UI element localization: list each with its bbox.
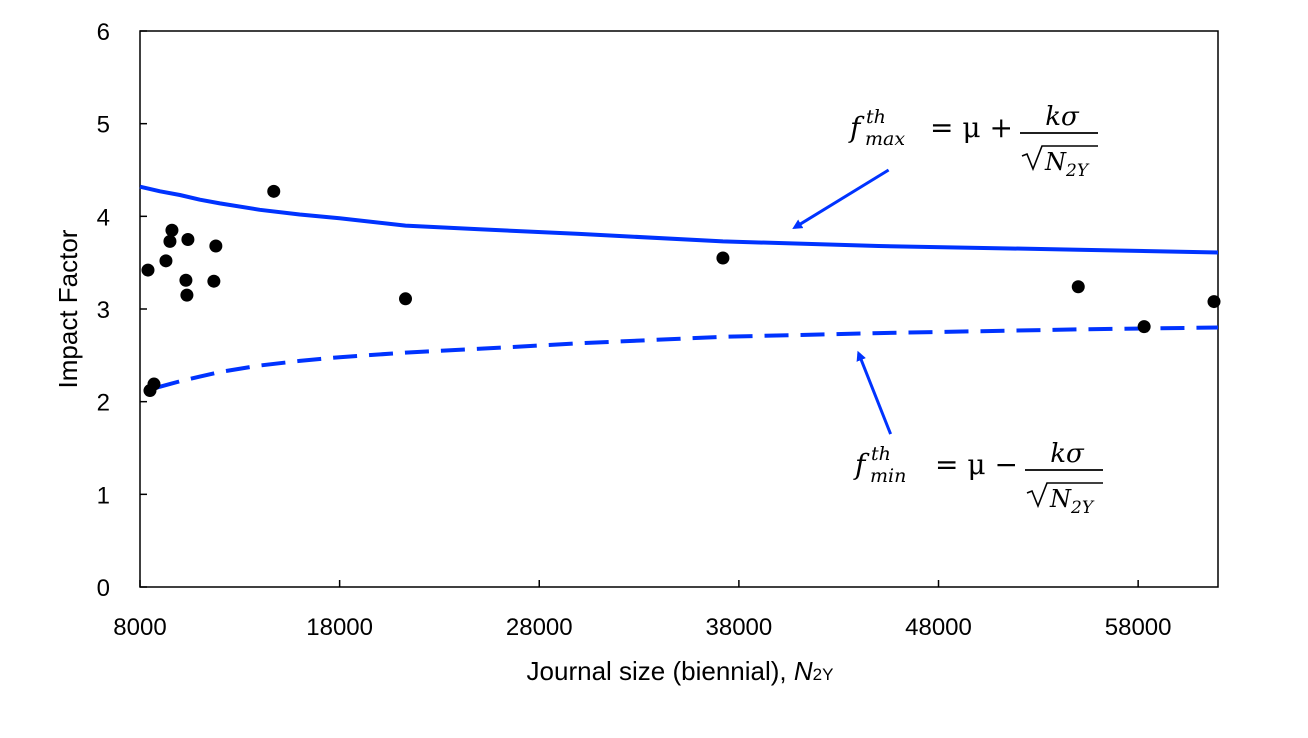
x-tick-label: 38000: [706, 614, 773, 641]
y-axis: 0 1 2 3 4 5 6: [97, 19, 147, 602]
y-tick-label: 5: [97, 112, 110, 139]
data-point: [180, 288, 194, 302]
fmax-threshold-line: [139, 184, 1219, 255]
annotation-arrow-max: [792, 168, 890, 230]
formula-den-var: N: [1044, 148, 1067, 176]
x-axis-title-var: N: [794, 656, 813, 686]
x-axis-title: Journal size (biennial), N2Y: [527, 656, 834, 686]
formula-f: f: [853, 448, 870, 481]
data-point: [165, 223, 179, 237]
data-point: [147, 377, 161, 391]
formula-eq: = μ +: [930, 111, 1013, 144]
fmin-threshold-line: [155, 325, 1219, 390]
data-point: [207, 274, 221, 288]
formula-sup: th: [871, 443, 891, 465]
data-point: [159, 254, 173, 268]
y-tick-label: 0: [97, 575, 110, 602]
formula-numerator: kσ: [1045, 102, 1080, 132]
formula-sub: min: [870, 465, 906, 487]
data-point: [267, 184, 281, 198]
formula-sub: max: [865, 128, 905, 150]
formula-numerator: kσ: [1050, 439, 1085, 469]
data-point: [181, 233, 195, 246]
formula-den-sub: 2Y: [1065, 161, 1090, 181]
formula-eq: = μ −: [935, 448, 1018, 481]
x-axis: 8000 18000 28000 38000 48000 58000: [113, 580, 1172, 641]
y-tick-label: 3: [97, 297, 110, 324]
formula-den-var: N: [1049, 485, 1072, 513]
data-point: [716, 251, 730, 265]
data-points: [141, 184, 1221, 398]
annotation-arrow-min: [856, 350, 893, 435]
data-point: [399, 292, 413, 306]
data-point: [1137, 320, 1151, 334]
x-tick-label: 8000: [113, 614, 166, 641]
formula-sup: th: [866, 106, 886, 128]
y-axis-title: Impact Factor: [53, 229, 83, 388]
sqrt-sign: [1026, 482, 1103, 509]
threshold-lines: [139, 184, 1219, 390]
data-point: [1071, 280, 1085, 294]
y-tick-label: 4: [97, 204, 110, 231]
y-tick-label: 6: [97, 19, 110, 46]
data-point: [163, 234, 177, 248]
data-point: [179, 273, 193, 287]
y-tick-label: 1: [97, 482, 110, 509]
formula-den-sub: 2Y: [1070, 498, 1095, 518]
data-point: [141, 263, 155, 277]
annotation-arrows: [792, 168, 893, 435]
x-axis-title-sub: 2Y: [813, 665, 834, 684]
data-point: [1207, 295, 1221, 309]
x-axis-title-text: Journal size (biennial),: [527, 656, 794, 686]
formula-f: f: [848, 111, 865, 144]
x-tick-label: 48000: [905, 614, 972, 641]
data-point: [209, 239, 223, 253]
x-tick-label: 18000: [306, 614, 373, 641]
y-tick-label: 2: [97, 390, 110, 417]
sqrt-sign: [1021, 145, 1098, 172]
x-tick-label: 58000: [1105, 614, 1172, 641]
x-tick-label: 28000: [506, 614, 573, 641]
